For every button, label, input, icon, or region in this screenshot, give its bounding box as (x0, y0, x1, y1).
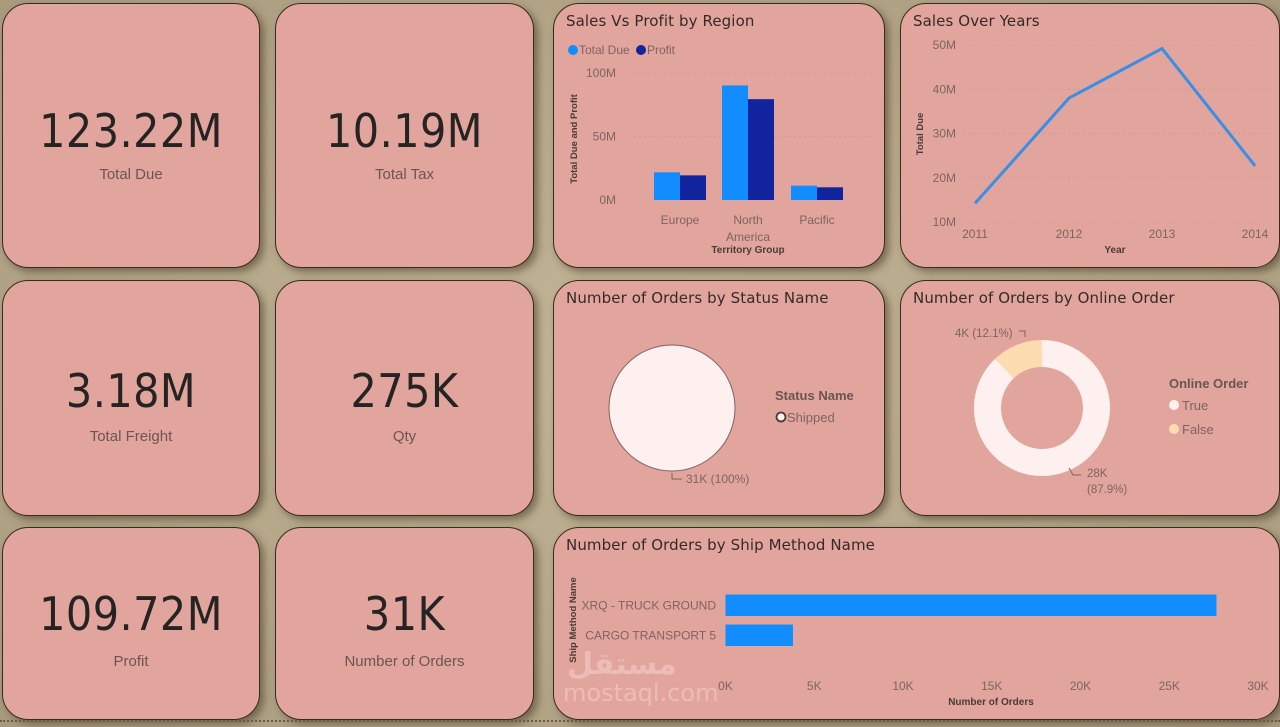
x-tick-label: North (733, 213, 762, 227)
kpi-value: 109.72M (39, 587, 223, 641)
kpi-label: Number of Orders (344, 653, 465, 670)
data-label: (87.9%) (1087, 484, 1127, 496)
y-tick-label: 20M (933, 171, 956, 185)
data-label: 31K (100%) (686, 472, 749, 486)
y-axis-title: Total Due and Profit (569, 93, 580, 183)
legend-marker-false (1169, 424, 1179, 434)
bar-total-due (791, 185, 817, 200)
x-tick-label: America (726, 230, 770, 244)
data-label-leader (671, 473, 682, 480)
donut-slice-false (995, 340, 1042, 379)
y-tick-label: 50M (933, 38, 956, 52)
chart-title: Sales Over Years (913, 12, 1040, 30)
sales-vs-profit-chart: Total Due Profit 0M 50M 100M Europe North Ameri… (568, 43, 874, 256)
kpi-value: 10.19M (326, 104, 483, 158)
y-tick-label: 100M (586, 66, 616, 80)
y-tick-label: XRQ - TRUCK GROUND (582, 599, 717, 613)
chart-card-sales-over-years[interactable]: Sales Over Years 10M 20M 30M 40M 50M 2011 2012… (900, 3, 1280, 268)
chart-title: Number of Orders by Status Name (566, 289, 829, 307)
kpi-card-total-freight[interactable]: 3.18M Total Freight (2, 280, 260, 516)
chart-title: Number of Orders by Online Order (913, 289, 1175, 307)
donut-slice-true (974, 340, 1110, 477)
kpi-label: Total Due (99, 166, 163, 183)
x-axis-title: Year (1104, 245, 1125, 256)
x-tick-label: 30K (1247, 679, 1268, 693)
chart-title: Sales Vs Profit by Region (566, 12, 755, 30)
legend-marker-profit (636, 45, 646, 55)
x-tick-label: 5K (807, 679, 822, 693)
sales-over-years-chart: 10M 20M 30M 40M 50M 2011 2012 2013 2014 Year Total… (915, 38, 1273, 256)
x-tick-label: 2013 (1149, 227, 1176, 241)
x-tick-label: Pacific (799, 213, 834, 227)
kpi-label: Profit (113, 653, 149, 670)
x-tick-label: 2012 (1056, 227, 1083, 241)
legend-label: Shipped (787, 410, 835, 425)
bar-total-due (722, 85, 748, 200)
x-tick-label: 20K (1070, 679, 1091, 693)
y-axis-title: Total Due (915, 113, 926, 156)
bar-total-due (654, 172, 680, 200)
bar-xrq-truck-ground (725, 594, 1217, 616)
kpi-value: 275K (350, 364, 459, 418)
kpi-label: Total Freight (89, 428, 173, 445)
kpi-card-number-of-orders[interactable]: 31K Number of Orders (275, 527, 534, 720)
data-label: 28K (1087, 468, 1108, 480)
legend-label: Profit (647, 43, 676, 57)
legend-marker-total-due (568, 45, 578, 55)
kpi-card-qty[interactable]: 275K Qty (275, 280, 534, 516)
y-tick-label: 10M (933, 215, 956, 229)
legend-label: True (1182, 398, 1208, 413)
data-label-leader (1068, 467, 1081, 476)
x-axis-title: Territory Group (711, 245, 784, 256)
kpi-card-total-due[interactable]: 123.22M Total Due (2, 3, 260, 268)
kpi-value: 31K (363, 587, 446, 641)
x-tick-label: 0K (718, 679, 733, 693)
kpi-card-total-tax[interactable]: 10.19M Total Tax (275, 3, 534, 268)
x-tick-label: 25K (1159, 679, 1180, 693)
kpi-label: Qty (392, 428, 417, 445)
x-tick-label: 2011 (962, 227, 988, 241)
data-label-leader (1019, 330, 1026, 337)
x-tick-label: 2014 (1242, 227, 1269, 241)
bar-cargo-transport-5 (725, 624, 793, 646)
orders-by-status-chart: 31K (100%) Status Name Shipped (608, 344, 854, 486)
x-axis-title: Number of Orders (948, 697, 1034, 708)
kpi-value: 123.22M (39, 104, 223, 158)
orders-by-ship-method-chart: 0K 5K 10K 15K 20K 25K 30K XRQ - TRUCK GROUND CAR… (568, 576, 1269, 708)
x-tick-label: 15K (981, 679, 1002, 693)
orders-by-online-order-chart: 4K (12.1%) 28K (87.9%) Online Order True Fals… (955, 328, 1248, 496)
legend-title: Online Order (1169, 376, 1248, 391)
page-bottom-divider (0, 720, 1280, 722)
legend-marker-shipped (775, 411, 787, 423)
kpi-label: Total Tax (375, 166, 434, 183)
kpi-card-profit[interactable]: 109.72M Profit (2, 527, 260, 720)
kpi-value: 3.18M (65, 364, 197, 418)
series-line-total-due (973, 46, 1257, 205)
y-tick-label: 40M (933, 82, 956, 96)
x-tick-label: Europe (661, 213, 700, 227)
y-tick-label: CARGO TRANSPORT 5 (585, 629, 716, 643)
data-label: 4K (12.1%) (955, 328, 1013, 340)
bar-profit (748, 99, 774, 200)
chart-title: Number of Orders by Ship Method Name (566, 536, 875, 554)
bar-profit (817, 187, 843, 200)
legend-label: False (1182, 422, 1214, 437)
x-tick-label: 10K (892, 679, 913, 693)
chart-card-orders-by-online-order[interactable]: Number of Orders by Online Order 4K (12.… (900, 280, 1280, 516)
y-tick-label: 0M (599, 193, 616, 207)
legend-marker-true (1169, 400, 1179, 410)
y-tick-label: 30M (933, 127, 956, 141)
chart-card-orders-by-status[interactable]: Number of Orders by Status Name 31K (100… (553, 280, 885, 516)
chart-card-orders-by-ship-method[interactable]: Number of Orders by Ship Method Name 0K 5… (553, 527, 1280, 720)
y-axis-title: Ship Method Name (568, 577, 579, 663)
chart-card-sales-vs-profit[interactable]: Sales Vs Profit by Region Total Due Profi… (553, 3, 885, 268)
y-tick-label: 50M (593, 130, 616, 144)
pie-slice-shipped (608, 344, 736, 472)
legend-label: Total Due (579, 43, 630, 57)
bar-profit (680, 175, 706, 200)
legend-title: Status Name (775, 388, 854, 403)
